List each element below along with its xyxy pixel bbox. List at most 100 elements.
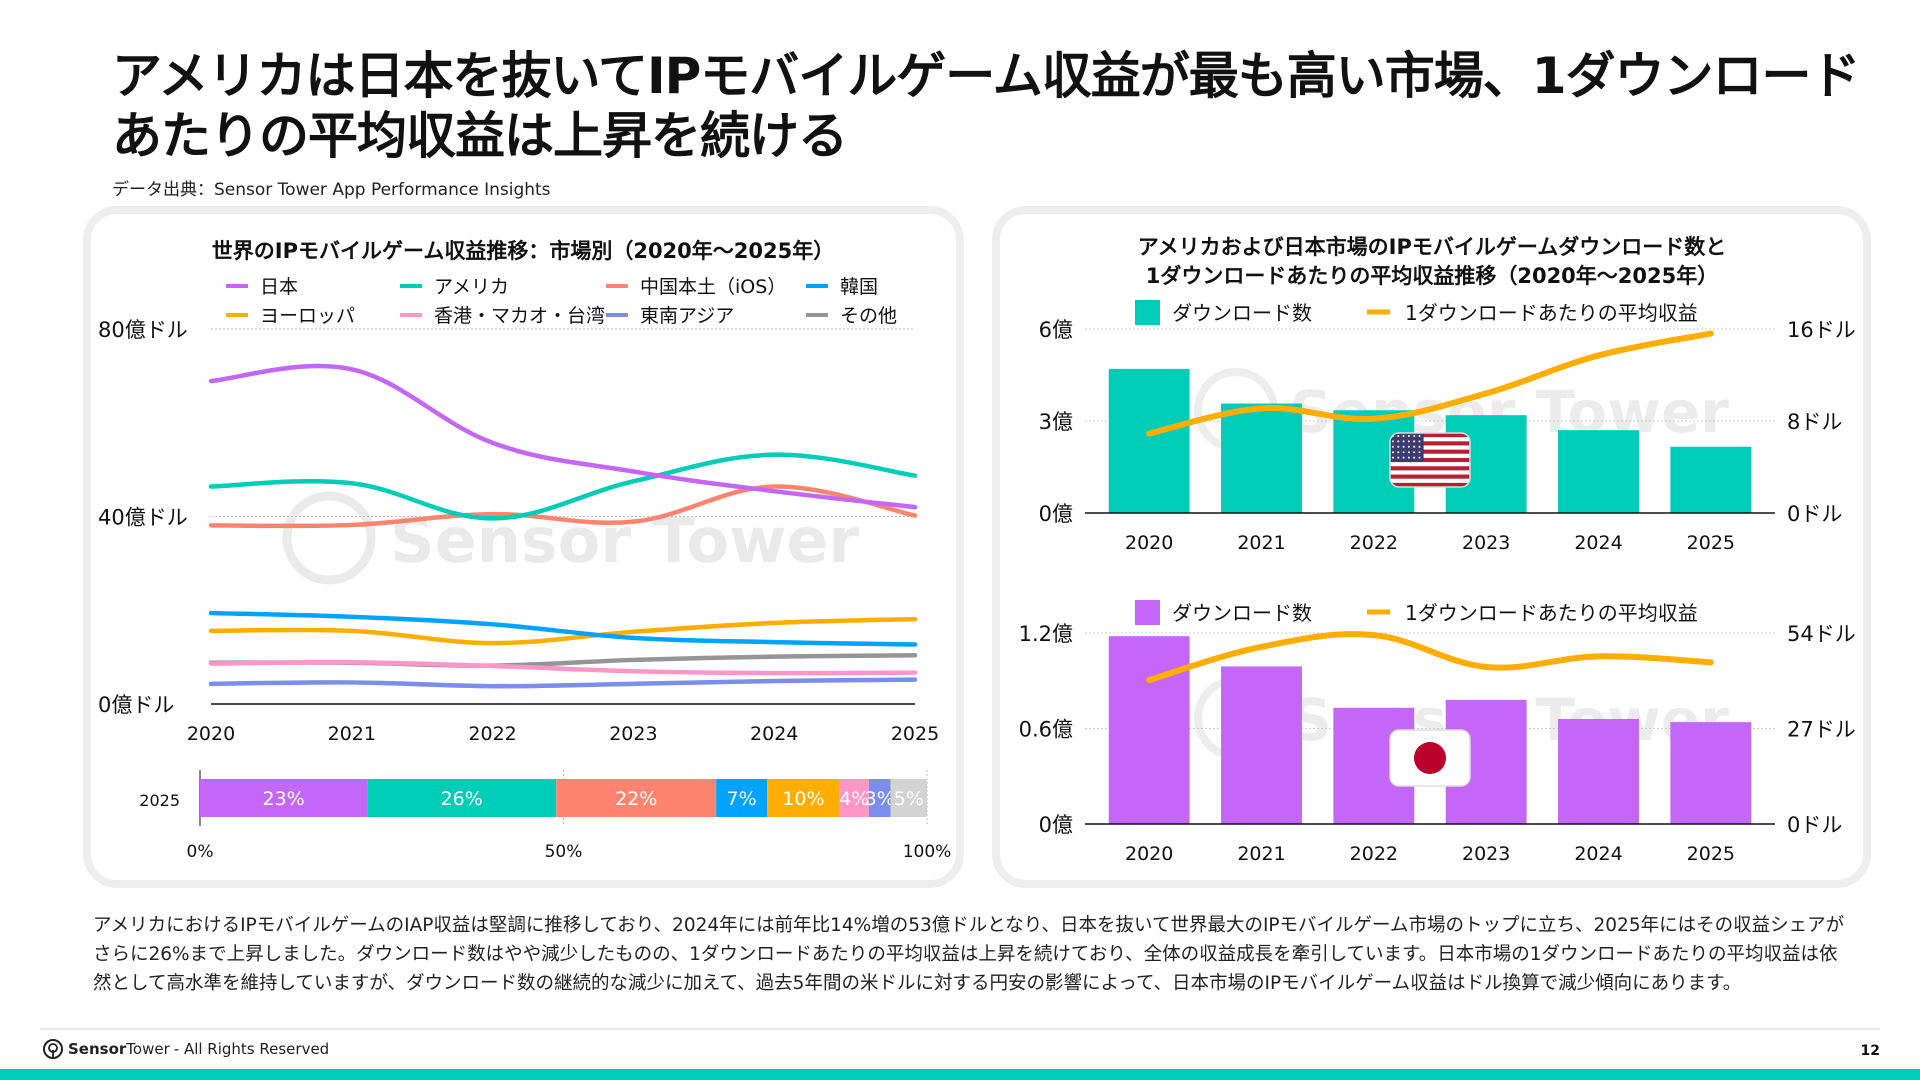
right-chart-title-line1: アメリカおよび日本市場のIPモバイルゲームダウンロード数と: [1138, 235, 1727, 259]
x-tick-label: 2024: [1574, 532, 1622, 554]
x-tick-label: 2025: [1687, 532, 1735, 554]
x-tick-label: 2021: [1237, 532, 1285, 554]
download-bar: [1670, 446, 1752, 513]
download-bar: [1221, 403, 1302, 513]
x-tick-label: 2023: [1462, 532, 1510, 554]
page-number: 12: [1860, 1043, 1880, 1059]
legend-label-china: 中国本土（iOS）: [640, 276, 786, 298]
x-tick-label: 2021: [328, 723, 376, 745]
download-bar: [1108, 368, 1190, 513]
x-tick-label: 2022: [468, 723, 516, 745]
x-tick-label: 2022: [1350, 843, 1398, 865]
legend-label-usa: アメリカ: [434, 276, 509, 298]
line-chart-title: 世界のIPモバイルゲーム収益推移：市場別（2020年〜2025年）: [212, 239, 834, 263]
stack-segment-japan: [200, 779, 368, 817]
legend-label-sea: 東南アジア: [640, 305, 734, 327]
legend-label-other: その他: [840, 305, 897, 327]
x-tick-label: 2024: [1574, 843, 1622, 865]
stack-segment-label: 22%: [615, 788, 657, 810]
y-right-tick-label: 27ドル: [1787, 718, 1856, 742]
stack-segment-sea: [868, 779, 891, 817]
charts-canvas: Sensor Tower Sensor Tower Sensor Tower 世…: [98, 235, 1856, 865]
stack-segment-hk_macau_taiwan: [839, 779, 869, 817]
stack-segment-china: [556, 779, 717, 817]
y-left-tick-label: 0億: [1039, 813, 1073, 837]
stack-segment-label: 7%: [727, 788, 757, 810]
us-flag-icon: [1389, 432, 1471, 488]
series-line-sea: [208, 677, 918, 689]
x-tick-label: 2021: [1237, 843, 1285, 865]
series-line-hk_macau_taiwan: [208, 659, 918, 676]
x-tick-label: 2025: [1687, 843, 1735, 865]
x-tick-label: 2022: [1350, 532, 1398, 554]
download-bar: [1670, 722, 1752, 824]
bottom-accent-bar: [0, 1069, 1920, 1080]
x-tick-label: 2025: [891, 723, 939, 745]
x-tick-label: 2023: [609, 723, 657, 745]
japan-flag-icon: [1389, 729, 1471, 787]
brand-name-bold: Sensor: [68, 1040, 127, 1058]
stack-segment-other_bar: [890, 779, 927, 817]
line-chart-grid: [211, 328, 915, 517]
legend-label-korea: 韓国: [840, 276, 878, 298]
stack-segment-label: 5%: [894, 788, 924, 810]
description-paragraph: アメリカにおけるIPモバイルゲームのIAP収益は堅調に推移しており、2024年に…: [93, 915, 1845, 994]
y-tick-label: 80億ドル: [98, 318, 188, 342]
line-chart-axes: 0億ドル 40億ドル 80億ドル 2020 2021 2022 2023 2024 2025: [98, 318, 939, 745]
download-bar: [1558, 430, 1639, 513]
sensor-tower-logo-icon: [43, 1039, 63, 1059]
stack-segment-label: 10%: [782, 788, 824, 810]
market-revenue-panel: [83, 206, 964, 888]
page-title: アメリカは日本を抜いてIPモバイルゲーム収益が最も高い市場、1ダウンロードあたり…: [112, 47, 1861, 165]
stack-x-tick: 0%: [187, 842, 214, 862]
watermark-left: Sensor Tower: [282, 491, 859, 585]
y-left-tick-label: 0.6億: [1019, 718, 1073, 742]
y-tick-label: 40億ドル: [98, 506, 188, 530]
x-tick-label: 2020: [187, 723, 235, 745]
legend-label-downloads: ダウンロード数: [1172, 601, 1312, 625]
y-left-tick-label: 1.2億: [1019, 622, 1073, 646]
line-chart-series: [208, 363, 918, 689]
stack-x-tick: 100%: [903, 842, 952, 862]
download-bar: [1108, 636, 1190, 824]
y-left-tick-label: 3億: [1039, 410, 1073, 434]
y-tick-label: 0億ドル: [98, 693, 174, 717]
japan-downloads-chart: ダウンロード数 1ダウンロードあたりの平均収益 0億 0.6億 1.2億 0ドル 27ドル 5…: [1019, 600, 1856, 865]
series-line-korea: [208, 610, 918, 647]
legend-label-europe: ヨーロッパ: [260, 305, 355, 327]
right-chart-title-line2: 1ダウンロードあたりの平均収益推移（2020年〜2025年）: [1146, 264, 1719, 288]
y-right-tick-label: 0ドル: [1787, 813, 1842, 837]
y-right-tick-label: 16ドル: [1787, 318, 1856, 342]
legend-label-avg-revenue: 1ダウンロードあたりの平均収益: [1405, 301, 1698, 325]
avg-revenue-line: [1146, 330, 1714, 437]
y-left-tick-label: 6億: [1039, 318, 1073, 342]
y-right-tick-label: 54ドル: [1787, 622, 1856, 646]
x-tick-label: 2020: [1125, 532, 1173, 554]
stack-segment-label: 23%: [262, 788, 304, 810]
legend-label-downloads: ダウンロード数: [1172, 301, 1312, 325]
footer-brand: Sensor Tower - All Rights Reserved: [42, 1038, 329, 1060]
x-tick-label: 2020: [1125, 843, 1173, 865]
stack-segment-label: 3%: [865, 788, 895, 810]
x-tick-label: 2024: [750, 723, 798, 745]
stack-segment-label: 4%: [839, 788, 869, 810]
data-source: データ出典：Sensor Tower App Performance Insig…: [112, 180, 551, 200]
watermark-logo-icon: [282, 491, 376, 585]
download-bar: [1558, 718, 1639, 824]
series-line-usa: [208, 452, 918, 521]
y-left-tick-label: 0億: [1039, 502, 1073, 526]
brand-name-regular: Tower: [126, 1040, 170, 1058]
legend-label-japan: 日本: [260, 276, 298, 298]
stack-segment-label: 26%: [441, 788, 483, 810]
legend-label-avg-revenue: 1ダウンロードあたりの平均収益: [1405, 601, 1698, 625]
series-line-japan: [208, 363, 918, 510]
y-right-tick-label: 8ドル: [1787, 410, 1842, 434]
rights-text: - All Rights Reserved: [173, 1040, 330, 1058]
series-line-europe: [208, 616, 918, 646]
y-right-tick-label: 0ドル: [1787, 502, 1842, 526]
share-stacked-bar: 2025 23% 26% 22% 7% 10% 4%3%5% 0% 50% 100%: [139, 770, 951, 862]
stack-segment-usa: [367, 779, 557, 817]
stack-x-tick: 50%: [545, 842, 583, 862]
legend-swatch-downloads: [1135, 300, 1160, 325]
